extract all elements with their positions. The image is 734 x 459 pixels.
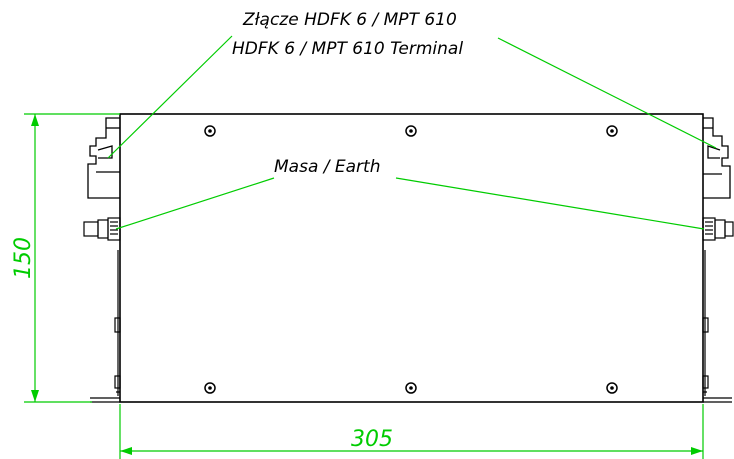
- side-rail-right: [702, 250, 709, 396]
- height-dimension-label: 150: [11, 237, 36, 279]
- leader-lines: [107, 35, 717, 230]
- mounting-foot-right: [703, 391, 732, 403]
- earth-label: Masa / Earth: [274, 157, 380, 177]
- screw-bottom-right: [606, 382, 618, 394]
- width-dimension: [119, 404, 704, 459]
- screw-top-center: [405, 125, 417, 137]
- enclosure-body: [119, 113, 704, 403]
- terminal-block-left: [87, 117, 120, 199]
- width-dimension-label: 305: [351, 427, 393, 452]
- side-rail-left: [114, 250, 121, 396]
- leader-terminal-left: [107, 35, 233, 159]
- terminal-label-polish: Złącze HDFK 6 / MPT 610: [242, 10, 457, 30]
- mounting-foot-left: [90, 391, 120, 403]
- screw-bottom-left: [204, 382, 216, 394]
- leader-earth-left: [115, 177, 275, 230]
- leader-earth-right: [395, 177, 705, 230]
- height-dimension: [24, 113, 120, 403]
- terminal-label-english: HDFK 6 / MPT 610 Terminal: [232, 39, 463, 59]
- screw-top-right: [606, 125, 618, 137]
- screw-top-left: [204, 125, 216, 137]
- leader-terminal-right: [497, 37, 717, 149]
- earth-stud-right: [702, 217, 734, 241]
- screw-bottom-center: [405, 382, 417, 394]
- terminal-block-right: [703, 117, 731, 199]
- earth-stud-left: [83, 217, 121, 241]
